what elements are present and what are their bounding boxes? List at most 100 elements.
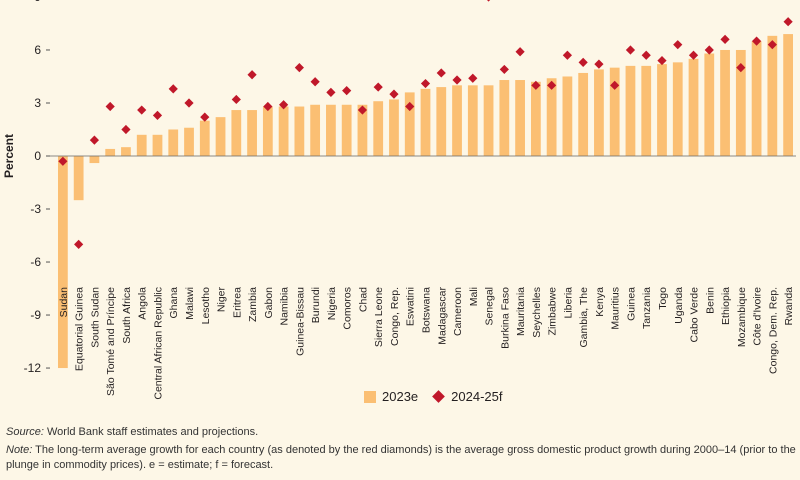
x-tick-label: South Sudan — [89, 287, 101, 348]
x-tick-label: Rwanda — [783, 287, 795, 326]
diamond-nigeria — [326, 87, 336, 97]
bar-ethiopia — [720, 49, 730, 157]
diamond-chad — [357, 105, 368, 115]
diamond-zimbabwe — [547, 80, 557, 90]
bar-congo-rep- — [389, 99, 399, 156]
diamond-gambia-the — [578, 57, 588, 67]
x-tick-label: Uganda — [673, 287, 685, 324]
chart-notes: Source: World Bank staff estimates and p… — [6, 425, 796, 476]
bar-seychelles — [530, 81, 541, 156]
growth-chart: -12 -9 -6 -3 0 3 6 9 Percent Sudan Equatorial Gu… — [2, 0, 796, 400]
x-tick-label: Congo, Rep. — [389, 287, 401, 346]
x-tick-label: Liberia — [562, 287, 574, 319]
diamond-seychelles — [531, 80, 541, 90]
bar-nigeria — [326, 104, 336, 156]
bar-uganda — [672, 62, 683, 156]
diamond-sudan — [58, 156, 68, 166]
diamond-gabon — [263, 101, 273, 112]
bar-mozambique — [735, 49, 746, 157]
diamond-burundi — [310, 77, 320, 87]
note-label: Note: — [6, 444, 33, 456]
bar-ghana — [168, 129, 179, 156]
bar-burkina-faso — [499, 80, 510, 156]
bar-mauritius — [609, 67, 620, 156]
diamond-namibia — [279, 100, 289, 110]
y-tick-label: -9 — [30, 308, 41, 322]
x-tick-label: Sierra Leone — [373, 287, 385, 347]
diamond-south-sudan — [89, 135, 100, 145]
diamond-guinea-bissau — [294, 63, 304, 73]
x-tick-label: Mauritania — [515, 287, 527, 336]
y-tick-label: 9 — [34, 0, 41, 4]
x-tick-label: Benin — [704, 287, 716, 314]
y-tick-label: -3 — [30, 202, 41, 216]
y-axis: -12 -9 -6 -3 0 3 6 9 — [24, 0, 50, 375]
x-tick-label: Botswana — [421, 287, 433, 333]
bar-comoros — [341, 104, 352, 156]
diamond-cameroon — [452, 75, 462, 85]
legend-bar-label: 2023e — [382, 389, 419, 404]
x-tick-label: Ghana — [168, 287, 180, 319]
x-tick-label: Malawi — [184, 287, 196, 320]
bar-zambia — [247, 110, 257, 156]
source-text: World Bank staff estimates and projectio… — [43, 426, 259, 438]
diamond-guinea — [625, 45, 636, 55]
diamond-mauritius — [610, 80, 620, 90]
diamond-botswana — [420, 78, 431, 89]
x-tick-label: São Tomé and Príncipe — [105, 287, 117, 396]
bar-gambia-the — [578, 72, 589, 156]
bar-tanzania — [641, 65, 652, 156]
bar-sudan — [57, 156, 68, 369]
x-tick-label: Mauritius — [610, 287, 622, 330]
bar-chad — [357, 104, 368, 156]
bar-gabon — [262, 106, 273, 156]
legend-item-2024-25f: 2024-25f — [432, 389, 502, 404]
diamond-sierra-leone — [373, 82, 383, 92]
legend-bar-swatch — [364, 390, 376, 403]
bar-cabo-verde — [688, 58, 699, 156]
source-note: Source: World Bank staff estimates and p… — [6, 425, 796, 440]
footnote: Note: The long-term average growth for e… — [6, 443, 796, 473]
x-tick-label: Tanzania — [641, 287, 653, 329]
diamond-c-te-d-ivoire — [751, 36, 762, 46]
diamond-mauritania — [515, 47, 525, 57]
diamond-benin — [704, 45, 714, 55]
bar-malawi — [184, 127, 194, 156]
bar-mali — [467, 85, 478, 156]
diamond-kenya — [594, 59, 604, 69]
y-tick-label: 6 — [34, 43, 41, 57]
diamond-liberia — [562, 50, 572, 60]
diamond-s-o-tom-and-pr-ncipe — [105, 101, 115, 112]
x-tick-label: Sudan — [58, 287, 70, 318]
legend-diamond-swatch — [432, 390, 446, 403]
y-tick-label: -6 — [30, 255, 41, 269]
legend-item-2023e: 2023e — [364, 389, 418, 404]
diamond-burkina-faso — [499, 64, 509, 75]
bar-south-sudan — [89, 156, 100, 164]
diamond-togo — [657, 55, 667, 66]
bar-namibia — [278, 106, 289, 156]
x-tick-label: Kenya — [594, 287, 606, 317]
diamond-zambia — [247, 70, 257, 80]
bar-zimbabwe — [546, 78, 557, 156]
x-tick-label: Mozambique — [736, 287, 748, 347]
x-tick-label: Cameroon — [452, 287, 464, 336]
bar-cameroon — [452, 85, 462, 156]
x-tick-label: Guinea-Bissau — [294, 287, 306, 356]
x-tick-label: Congo, Dem. Rep. — [767, 287, 779, 374]
bar-lesotho — [199, 120, 210, 156]
x-tick-label: Burkina Faso — [499, 287, 511, 349]
x-tick-label: Eritrea — [231, 287, 243, 318]
bar-guinea — [625, 65, 636, 156]
diamond-mali — [468, 73, 478, 83]
legend: 2023e 2024-25f — [364, 389, 502, 404]
bar-south-africa — [121, 147, 131, 156]
x-tick-label: Gabon — [263, 287, 275, 319]
x-tick-label: Central African Republic — [152, 287, 164, 400]
x-tick-label: Senegal — [484, 287, 496, 326]
bar-equatorial-guinea — [73, 156, 84, 201]
x-tick-label: Namibia — [279, 287, 291, 326]
diamond-ethiopia — [720, 34, 730, 44]
x-tick-label: Niger — [216, 286, 228, 312]
y-tick-label: -12 — [24, 361, 42, 375]
